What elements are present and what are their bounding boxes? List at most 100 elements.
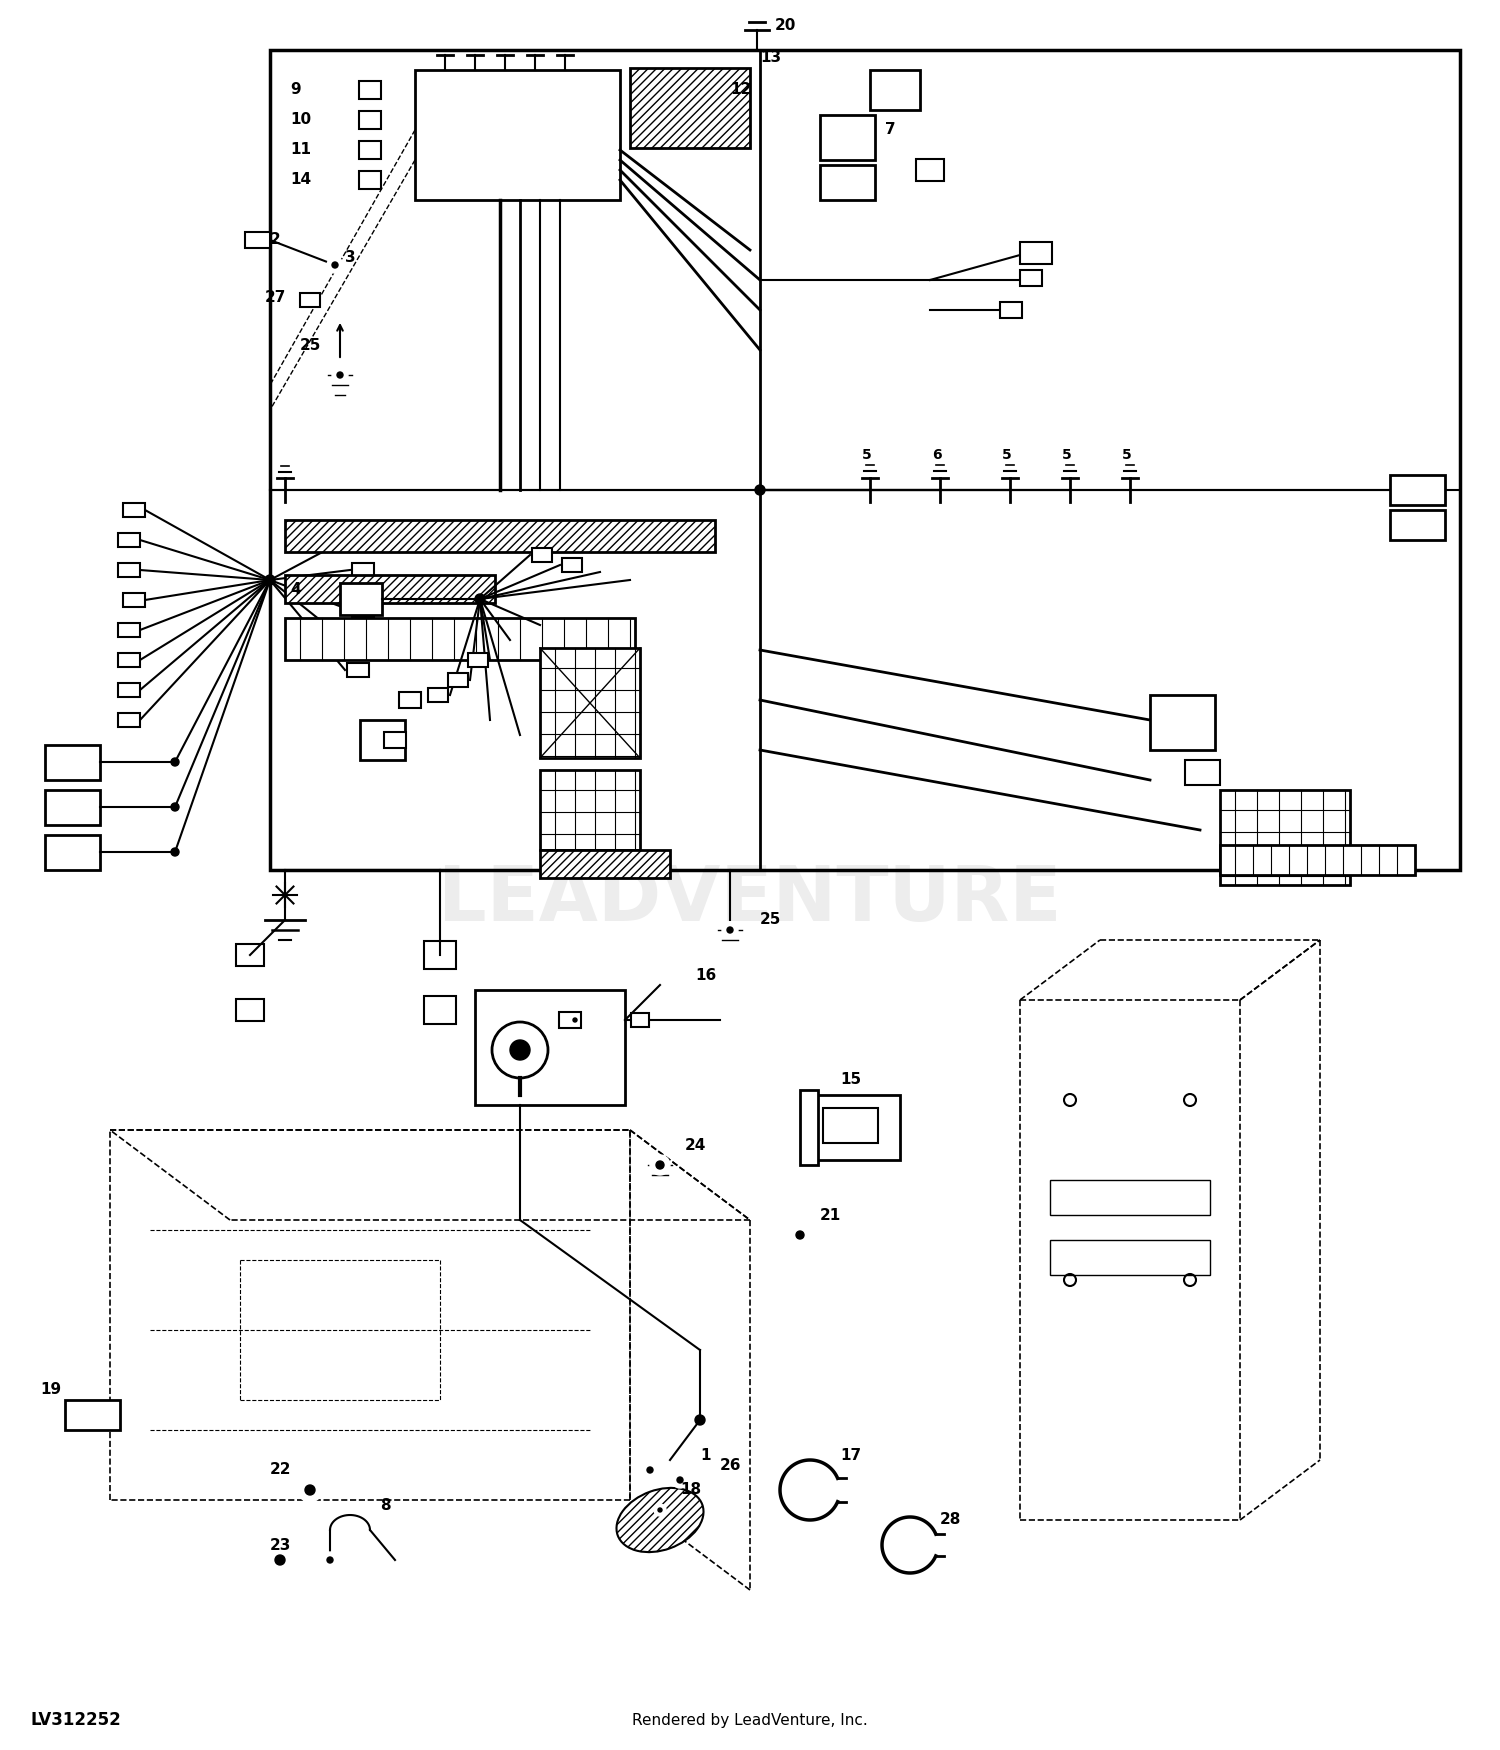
- Bar: [118, 534, 140, 548]
- Bar: [1020, 270, 1042, 285]
- Circle shape: [572, 1017, 579, 1024]
- Text: 1: 1: [700, 1447, 711, 1463]
- Bar: [540, 770, 640, 850]
- Bar: [64, 1400, 120, 1430]
- Text: 26: 26: [720, 1458, 741, 1472]
- Bar: [352, 604, 374, 618]
- Bar: [416, 70, 620, 200]
- Circle shape: [694, 1416, 705, 1424]
- Circle shape: [171, 849, 178, 856]
- Text: 11: 11: [290, 142, 310, 158]
- Text: 28: 28: [940, 1512, 962, 1528]
- Text: 13: 13: [760, 51, 782, 65]
- Circle shape: [332, 368, 348, 383]
- Circle shape: [573, 1018, 578, 1022]
- Text: 20: 20: [776, 18, 796, 33]
- Bar: [448, 674, 468, 688]
- Bar: [824, 1108, 878, 1143]
- Text: Rendered by LeadVenture, Inc.: Rendered by LeadVenture, Inc.: [632, 1713, 868, 1727]
- Circle shape: [790, 1225, 810, 1244]
- Text: 25: 25: [760, 912, 782, 928]
- Text: LV312252: LV312252: [30, 1712, 120, 1729]
- Bar: [399, 691, 422, 709]
- Text: 25: 25: [300, 338, 321, 352]
- Circle shape: [656, 1160, 664, 1169]
- Bar: [424, 996, 456, 1024]
- Text: 19: 19: [40, 1382, 62, 1398]
- Circle shape: [796, 1230, 804, 1239]
- Text: 27: 27: [266, 290, 286, 306]
- Bar: [118, 682, 140, 696]
- Text: 23: 23: [270, 1538, 291, 1552]
- Text: 9: 9: [290, 82, 300, 98]
- Bar: [352, 564, 374, 578]
- Circle shape: [510, 1040, 530, 1060]
- Bar: [632, 1013, 650, 1027]
- Bar: [244, 233, 270, 248]
- Text: 10: 10: [290, 112, 310, 128]
- Bar: [346, 663, 369, 677]
- Text: 5: 5: [1122, 448, 1131, 462]
- Bar: [285, 576, 495, 604]
- Circle shape: [728, 928, 734, 933]
- Bar: [427, 688, 448, 702]
- Bar: [630, 68, 750, 149]
- Bar: [821, 164, 874, 200]
- Circle shape: [476, 593, 484, 604]
- Circle shape: [676, 1477, 682, 1482]
- Bar: [562, 558, 582, 572]
- Circle shape: [338, 373, 344, 378]
- Bar: [346, 634, 369, 648]
- Circle shape: [322, 1552, 338, 1568]
- Bar: [1000, 303, 1022, 318]
- Bar: [358, 142, 381, 159]
- Circle shape: [327, 257, 344, 273]
- Circle shape: [298, 1479, 322, 1502]
- Bar: [1220, 789, 1350, 886]
- Bar: [236, 999, 264, 1020]
- Bar: [1390, 509, 1444, 541]
- Bar: [358, 172, 381, 189]
- Text: 7: 7: [885, 123, 896, 138]
- Bar: [118, 653, 140, 667]
- Circle shape: [332, 262, 338, 268]
- Text: 4: 4: [290, 583, 300, 597]
- Text: 5: 5: [862, 448, 871, 462]
- Bar: [870, 70, 919, 110]
- Bar: [815, 1096, 900, 1160]
- Bar: [123, 502, 146, 516]
- Bar: [118, 564, 140, 578]
- Text: 5: 5: [1002, 448, 1011, 462]
- Text: 14: 14: [290, 173, 310, 187]
- Circle shape: [274, 1556, 285, 1564]
- Bar: [821, 116, 874, 159]
- Text: 18: 18: [680, 1482, 700, 1498]
- Circle shape: [268, 1549, 292, 1572]
- Bar: [540, 850, 670, 878]
- Bar: [1150, 695, 1215, 751]
- Bar: [45, 746, 100, 780]
- Bar: [476, 990, 626, 1104]
- Bar: [1050, 1241, 1211, 1276]
- Text: 17: 17: [840, 1447, 861, 1463]
- Bar: [358, 80, 381, 100]
- Circle shape: [171, 758, 178, 766]
- Text: 21: 21: [821, 1208, 842, 1223]
- Bar: [532, 548, 552, 562]
- Bar: [424, 942, 456, 970]
- Circle shape: [266, 576, 274, 584]
- Bar: [1185, 760, 1219, 786]
- Bar: [360, 719, 405, 760]
- Circle shape: [171, 803, 178, 810]
- Bar: [358, 110, 381, 130]
- Bar: [560, 1011, 580, 1027]
- Circle shape: [722, 922, 738, 938]
- Bar: [45, 835, 100, 870]
- Circle shape: [304, 1486, 315, 1494]
- Bar: [468, 653, 488, 667]
- Bar: [300, 292, 320, 306]
- Bar: [916, 159, 944, 180]
- Text: LEADVENTURE: LEADVENTURE: [438, 863, 1062, 936]
- Bar: [340, 583, 382, 614]
- Text: 8: 8: [380, 1498, 390, 1512]
